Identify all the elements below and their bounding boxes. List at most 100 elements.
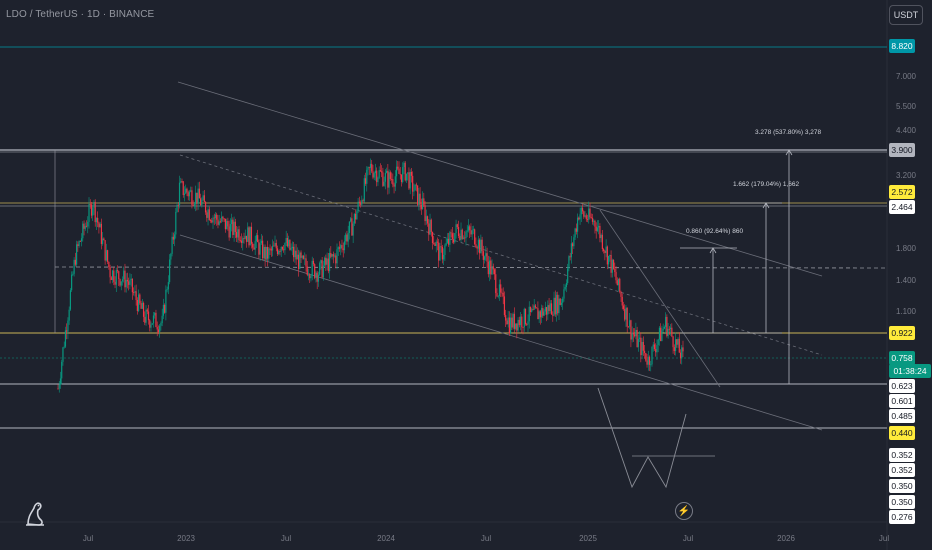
candle-body [492,266,494,270]
candle-body [611,259,613,273]
candle-body [643,350,646,354]
price-label: 3.900 [891,145,913,155]
candle-body [599,225,601,239]
candle-body [410,171,413,176]
candle-body [673,347,675,352]
candle-body [604,250,606,254]
candle-body [232,219,234,235]
candle-body [144,316,146,323]
candle-body [61,361,63,379]
candle-body [552,314,554,316]
candle-body [553,297,555,316]
candle-body [300,252,302,258]
candle-body [71,274,73,291]
candle-body [221,216,223,222]
candle-body [565,283,568,287]
candle-body [446,238,448,243]
candle-body [378,170,380,178]
candle-body [266,246,269,259]
candle-body [632,332,634,335]
candle-body [658,327,661,340]
price-label-bg [889,364,931,378]
candle-body [357,201,359,212]
candle-body [366,169,368,184]
price-label: 2.464 [891,202,913,212]
candle-body [528,306,530,322]
candle-body [284,242,286,251]
candle-body [573,237,575,247]
currency-button[interactable]: USDT [889,5,923,25]
candle-body [317,274,320,282]
candle-body [374,170,377,174]
candle-body [186,188,188,193]
candle-body [640,337,642,356]
candle-body [304,258,306,260]
candle-body [579,214,581,220]
candle-body [332,254,334,257]
candle-body [482,251,484,260]
candle-body [290,248,292,250]
candle-body [512,313,514,328]
time-tick: 2023 [177,534,195,543]
candle-body [445,242,447,246]
candle-body [576,217,579,232]
candle-body [121,279,124,282]
candle-body [340,245,342,249]
candle-body [212,217,214,223]
dashed-midline [54,266,888,269]
candle-body [454,233,456,243]
candle-body [353,213,355,224]
candle-body [596,227,599,231]
candle-body [612,259,615,269]
candle-body [125,279,127,288]
candle-body [187,192,189,197]
candle-body [641,341,643,356]
chart-drawings [0,46,888,489]
candle-body [78,241,80,246]
candle-body [341,245,343,249]
price-label-bg [889,143,915,157]
candle-body [299,252,301,269]
candle-body [156,326,158,330]
candle-body [147,311,150,321]
candle-body [645,353,647,361]
candle-body [434,243,436,246]
candle-body [671,327,673,337]
candle-body [105,250,107,261]
candle-body [227,221,229,227]
price-label: 0.485 [891,411,913,421]
candle-body [320,260,322,264]
candle-body [245,235,248,242]
candle-body [666,316,668,336]
candle-body [407,172,409,174]
candle-body [474,229,476,245]
candle-body [142,302,145,317]
price-label-bg [889,426,915,440]
candle-body [368,167,370,168]
candle-body [493,269,496,275]
chart-grid [0,0,888,550]
candle-body [669,327,672,330]
candle-body [436,241,439,243]
candle-body [289,239,291,250]
candle-body [373,173,375,178]
candle-body [610,255,612,273]
candle-body [275,242,277,249]
candle-body [80,238,83,242]
candle-body [348,221,351,233]
candle-body [222,216,224,219]
time-tick: Jul [879,534,889,543]
candle-body [502,292,504,297]
price-label-bg [889,200,915,214]
candle-body [178,182,181,205]
candle-body [281,246,284,250]
candle-body [209,220,212,221]
candle-body [119,279,121,286]
candle-body [315,272,317,278]
price-label: 01:38:24 [893,366,926,376]
candle-body [593,220,595,222]
candle-body [268,248,270,259]
candle-body [124,270,126,288]
lightning-icon[interactable]: ⚡ [675,502,693,520]
